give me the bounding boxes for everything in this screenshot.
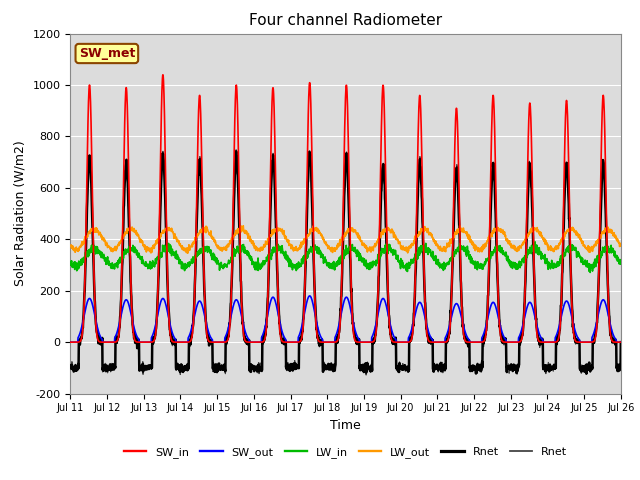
Title: Four channel Radiometer: Four channel Radiometer bbox=[249, 13, 442, 28]
X-axis label: Time: Time bbox=[330, 419, 361, 432]
Text: SW_met: SW_met bbox=[79, 47, 135, 60]
Y-axis label: Solar Radiation (W/m2): Solar Radiation (W/m2) bbox=[14, 141, 27, 287]
Legend: SW_in, SW_out, LW_in, LW_out, Rnet, Rnet: SW_in, SW_out, LW_in, LW_out, Rnet, Rnet bbox=[120, 443, 572, 462]
